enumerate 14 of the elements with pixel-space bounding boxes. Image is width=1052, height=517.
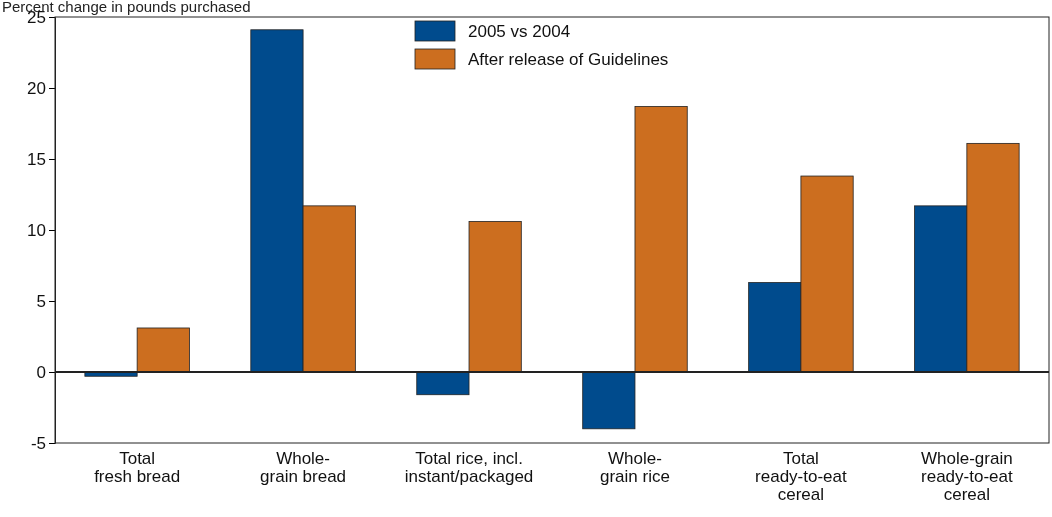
x-tick-label: Total ready-to-eat cereal: [755, 449, 848, 504]
y-tick-label: 20: [27, 78, 46, 98]
x-tick-label: Whole-grain ready-to-eat cereal: [921, 449, 1013, 504]
x-tick-label: Total rice, incl. instant/packaged: [404, 449, 534, 486]
y-tick-label: -5: [30, 433, 46, 453]
y-tick-label: 15: [27, 149, 46, 169]
x-tick-label: Whole- grain rice: [600, 449, 670, 486]
y-tick-label: 10: [27, 220, 46, 240]
legend-label: After release of Guidelines: [468, 50, 669, 69]
x-tick-label: Total fresh bread: [94, 449, 181, 486]
y-tick-label: 5: [36, 291, 46, 311]
legend-label: 2005 vs 2004: [468, 22, 571, 41]
y-tick-label: 0: [36, 362, 46, 382]
x-tick-label: Whole- grain bread: [260, 449, 347, 486]
